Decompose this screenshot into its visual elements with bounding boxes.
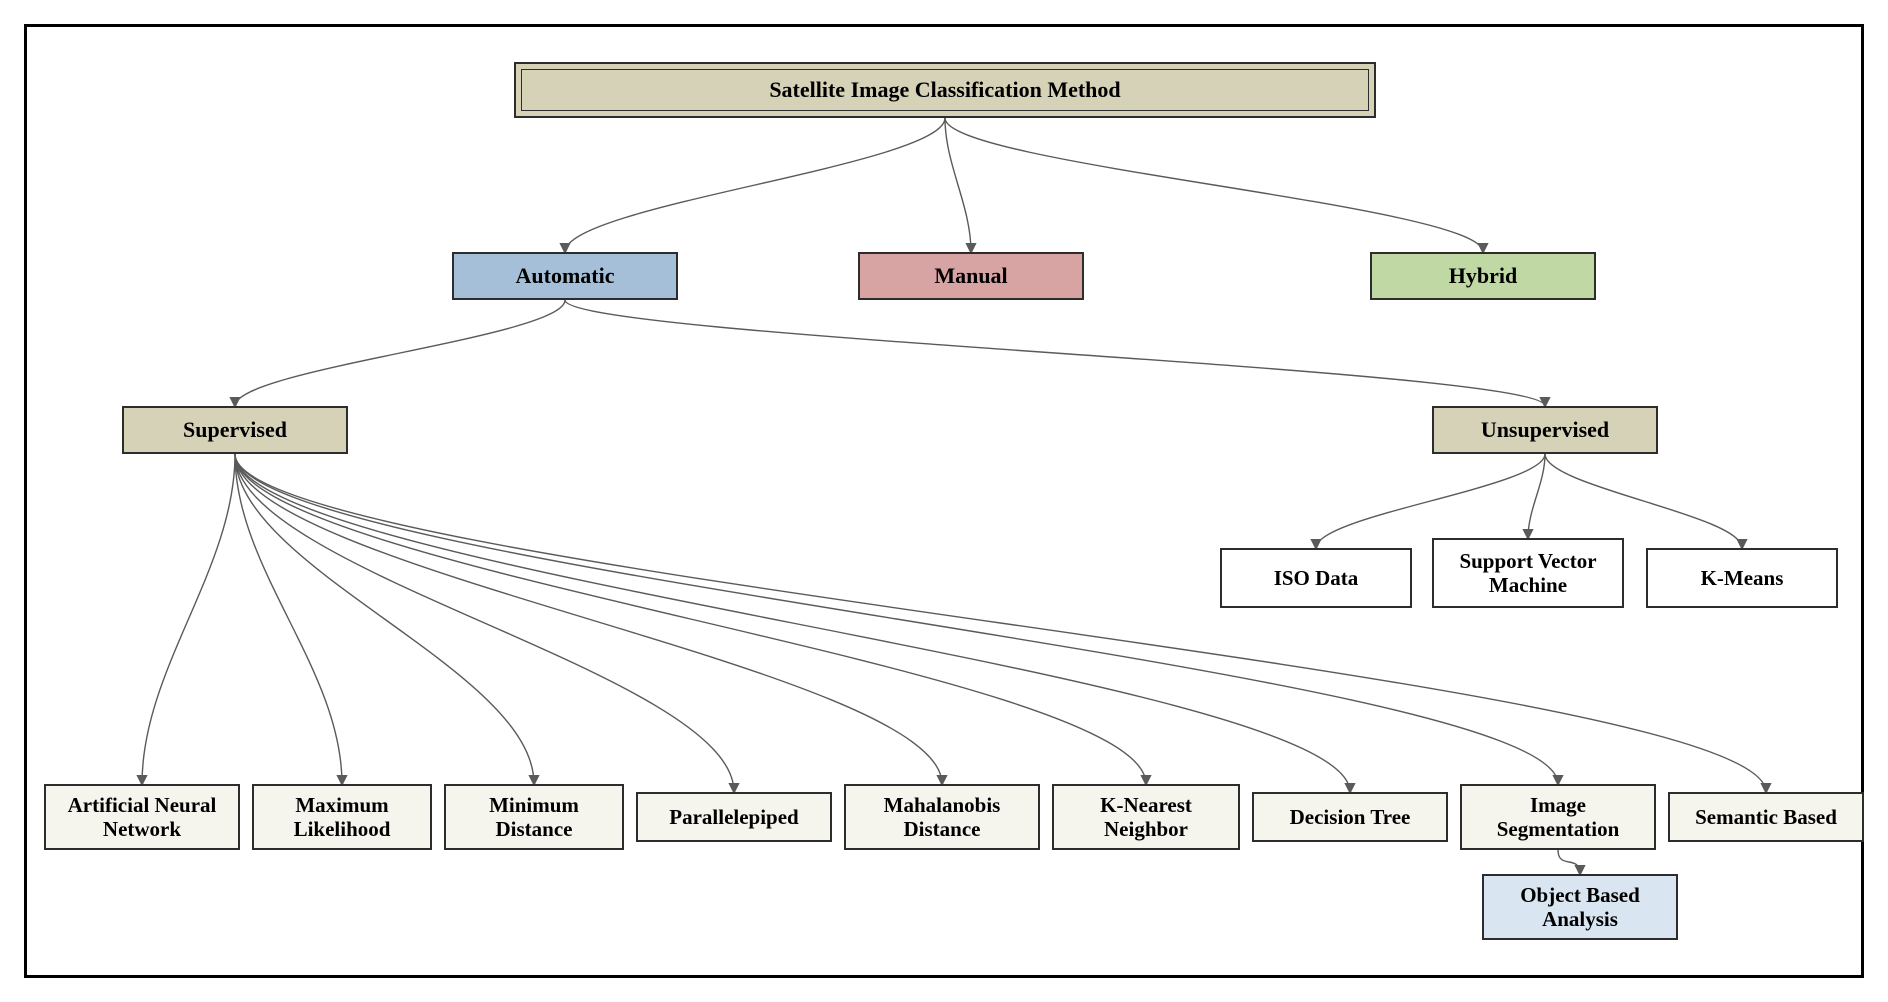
node-oba: Object Based Analysis — [1482, 874, 1678, 940]
node-label: Image Segmentation — [1497, 793, 1620, 841]
node-label: Unsupervised — [1481, 417, 1609, 442]
node-label: Minimum Distance — [489, 793, 579, 841]
node-label: Support Vector Machine — [1459, 549, 1596, 597]
node-maxlik: Maximum Likelihood — [252, 784, 432, 850]
node-label: K-Nearest Neighbor — [1100, 793, 1192, 841]
node-unsupervised: Unsupervised — [1432, 406, 1658, 454]
node-label: Semantic Based — [1695, 805, 1837, 829]
node-svm: Support Vector Machine — [1432, 538, 1624, 608]
node-label: Supervised — [183, 417, 287, 442]
node-label: Mahalanobis Distance — [884, 793, 1001, 841]
node-label: Automatic — [516, 263, 615, 288]
node-root: Satellite Image Classification Method — [514, 62, 1376, 118]
node-iso_data: ISO Data — [1220, 548, 1412, 608]
node-knn: K-Nearest Neighbor — [1052, 784, 1240, 850]
node-hybrid: Hybrid — [1370, 252, 1596, 300]
node-label: Artificial Neural Network — [68, 793, 217, 841]
node-label: Object Based Analysis — [1520, 883, 1640, 931]
node-mindist: Minimum Distance — [444, 784, 624, 850]
diagram-canvas: Satellite Image Classification Method Aut… — [0, 0, 1888, 1002]
node-ann: Artificial Neural Network — [44, 784, 240, 850]
node-label: Manual — [934, 263, 1007, 288]
node-label: Maximum Likelihood — [294, 793, 391, 841]
node-kmeans: K-Means — [1646, 548, 1838, 608]
node-label: K-Means — [1701, 566, 1784, 590]
node-dtree: Decision Tree — [1252, 792, 1448, 842]
node-manual: Manual — [858, 252, 1084, 300]
node-semantic: Semantic Based — [1668, 792, 1864, 842]
node-parallelepiped: Parallelepiped — [636, 792, 832, 842]
node-label: Parallelepiped — [669, 805, 799, 829]
node-automatic: Automatic — [452, 252, 678, 300]
node-mahalanobis: Mahalanobis Distance — [844, 784, 1040, 850]
node-label: Decision Tree — [1290, 805, 1411, 829]
node-label: Hybrid — [1449, 263, 1517, 288]
node-imgseg: Image Segmentation — [1460, 784, 1656, 850]
node-label: ISO Data — [1274, 566, 1359, 590]
node-supervised: Supervised — [122, 406, 348, 454]
node-label: Satellite Image Classification Method — [769, 77, 1120, 102]
